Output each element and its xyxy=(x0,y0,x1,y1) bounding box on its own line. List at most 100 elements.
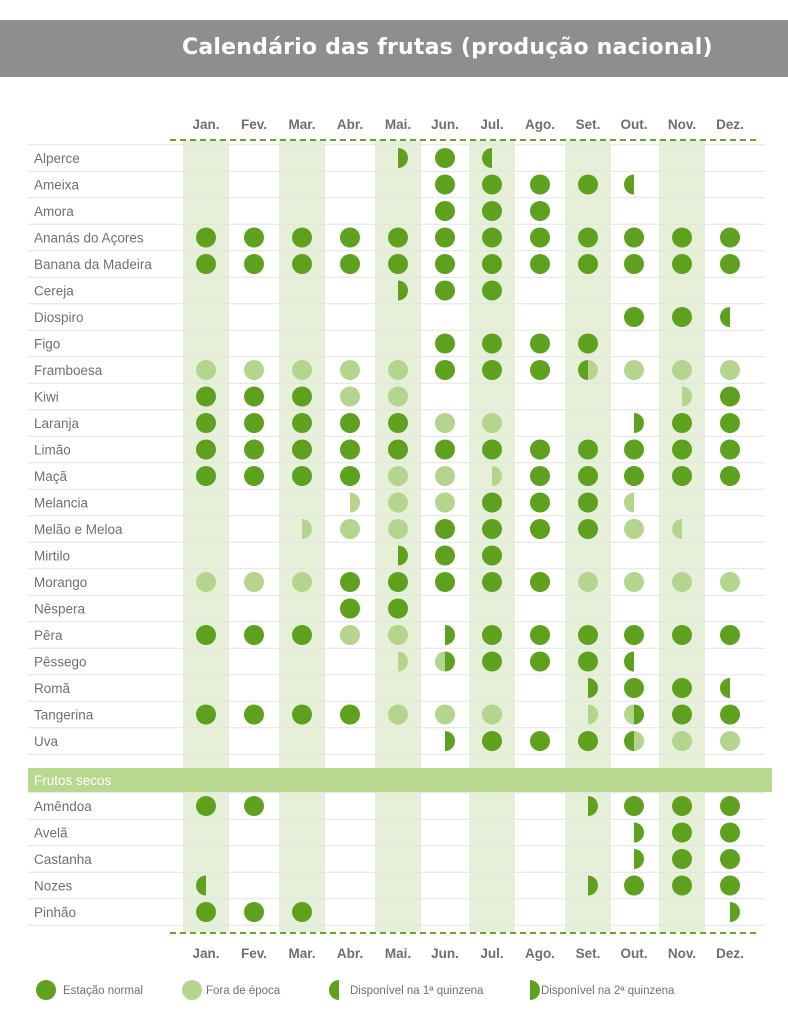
cell-mark xyxy=(720,439,740,460)
cell-mark xyxy=(672,822,692,843)
month-label: Ago. xyxy=(525,946,555,961)
fruit-name: Figo xyxy=(34,337,60,352)
cell-mark xyxy=(340,704,360,725)
cell-mark xyxy=(720,254,740,274)
cell-mark xyxy=(530,360,550,380)
cell-mark xyxy=(196,902,216,922)
cell-mark xyxy=(720,678,730,698)
cell-mark xyxy=(482,545,502,566)
cell-mark xyxy=(196,360,216,380)
cell-mark xyxy=(482,360,502,380)
cell-mark xyxy=(435,201,455,221)
cell-mark xyxy=(720,466,740,486)
cell-mark xyxy=(588,704,598,725)
cell-mark xyxy=(720,625,740,645)
cell-mark xyxy=(624,360,644,380)
cell-mark xyxy=(530,466,550,486)
cell-mark xyxy=(624,796,644,816)
cell-mark xyxy=(340,254,360,274)
fruit-row: Romã xyxy=(34,678,730,698)
cell-mark xyxy=(482,704,502,725)
cell-mark xyxy=(435,174,455,195)
legend-item: Fora de época xyxy=(182,980,281,1000)
cell-mark xyxy=(292,902,312,922)
cell-mark xyxy=(578,625,598,645)
month-label: Ago. xyxy=(525,117,555,132)
month-label: Set. xyxy=(576,946,601,961)
cell-mark xyxy=(720,227,740,248)
cell-mark xyxy=(435,413,455,433)
cell-mark xyxy=(720,704,740,725)
cell-mark xyxy=(388,572,408,592)
cell-mark xyxy=(302,519,312,539)
cell-mark xyxy=(530,201,550,221)
cell-mark xyxy=(435,227,455,248)
fruit-name: Mirtilo xyxy=(34,549,70,564)
cell-mark xyxy=(588,796,598,816)
cell-mark xyxy=(340,466,360,486)
cell-mark xyxy=(388,519,408,539)
cell-mark xyxy=(624,466,644,486)
legend-label: Estação normal xyxy=(63,985,143,997)
cell-mark xyxy=(578,439,598,460)
fruit-name: Romã xyxy=(34,681,71,696)
month-label: Nov. xyxy=(668,117,696,132)
cell-mark xyxy=(578,519,598,539)
cell-mark xyxy=(244,625,264,645)
fruit-row: Kiwi xyxy=(34,386,740,407)
fruit-row: Pêra xyxy=(34,625,740,645)
cell-mark xyxy=(720,307,730,327)
cell-mark xyxy=(482,201,502,221)
cell-mark xyxy=(720,413,740,433)
cell-mark xyxy=(244,439,264,460)
cell-mark xyxy=(624,731,644,751)
nut-row: Pinhão xyxy=(34,902,740,922)
month-label: Mai. xyxy=(385,117,411,132)
fruit-name: Tangerina xyxy=(34,708,94,723)
cell-mark xyxy=(578,466,598,486)
cell-mark xyxy=(624,572,644,592)
cell-mark xyxy=(672,875,692,896)
fruit-name: Pêssego xyxy=(34,655,87,670)
cell-mark xyxy=(292,413,312,433)
cell-mark xyxy=(672,572,692,592)
cell-mark xyxy=(482,731,502,751)
month-label: Mar. xyxy=(288,946,315,961)
legend-label: Disponível na 1ª quinzena xyxy=(350,985,484,997)
cell-mark xyxy=(530,174,550,195)
fruit-row: Framboesa xyxy=(34,360,740,380)
cell-mark xyxy=(196,572,216,592)
cell-mark xyxy=(244,796,264,816)
fruit-row: Diospiro xyxy=(34,307,730,327)
cell-mark xyxy=(388,598,408,619)
fruit-name: Maçã xyxy=(34,469,68,484)
cell-mark xyxy=(578,572,598,592)
month-label: Abr. xyxy=(337,946,363,961)
nut-row: Amêndoa xyxy=(34,796,740,816)
fruit-row: Mirtilo xyxy=(34,545,502,566)
cell-mark xyxy=(720,796,740,816)
fruit-row: Laranja xyxy=(34,413,740,433)
cell-mark xyxy=(340,572,360,592)
cell-mark xyxy=(578,227,598,248)
month-label: Mar. xyxy=(288,117,315,132)
title-bar: Calendário das frutas (produção nacional… xyxy=(0,20,788,77)
cell-mark xyxy=(624,492,634,513)
cell-mark xyxy=(492,466,502,486)
month-label: Dez. xyxy=(716,946,744,961)
fruit-name: Melão e Meloa xyxy=(34,522,123,537)
cell-mark xyxy=(482,227,502,248)
cell-mark xyxy=(196,413,216,433)
cell-mark xyxy=(530,980,540,1000)
fruit-row: Tangerina xyxy=(34,704,740,725)
nut-row: Avelã xyxy=(34,822,740,843)
cell-mark xyxy=(530,572,550,592)
month-label: Set. xyxy=(576,117,601,132)
cell-mark xyxy=(196,625,216,645)
cell-mark xyxy=(530,254,550,274)
cell-mark xyxy=(672,796,692,816)
cell-mark xyxy=(624,307,644,327)
cell-mark xyxy=(244,227,264,248)
fruit-name: Ananás do Açores xyxy=(34,231,144,246)
